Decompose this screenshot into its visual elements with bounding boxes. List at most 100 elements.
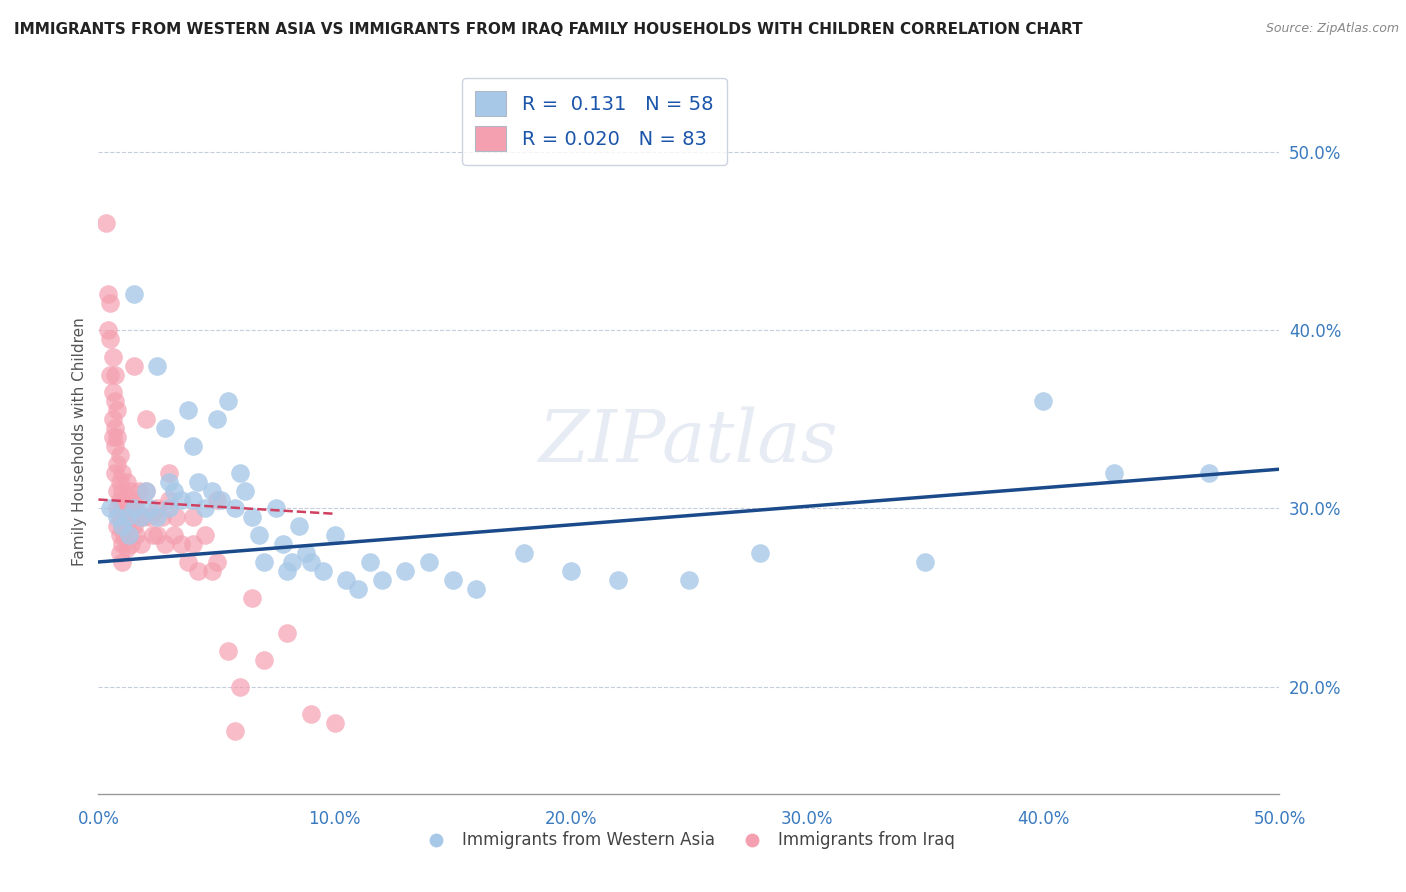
- Point: [157, 501, 180, 516]
- Point: [240, 591, 263, 605]
- Point: [97, 323, 120, 337]
- Point: [108, 448, 131, 462]
- Point: [153, 421, 176, 435]
- Point: [560, 564, 582, 578]
- Point: [118, 510, 141, 524]
- Point: [104, 466, 127, 480]
- Point: [295, 546, 318, 560]
- Point: [678, 573, 700, 587]
- Point: [323, 528, 346, 542]
- Point: [253, 555, 276, 569]
- Point: [146, 501, 169, 516]
- Point: [128, 483, 150, 498]
- Point: [105, 403, 128, 417]
- Point: [122, 492, 145, 507]
- Point: [299, 555, 322, 569]
- Point: [288, 519, 311, 533]
- Point: [98, 368, 121, 382]
- Point: [276, 626, 298, 640]
- Point: [122, 359, 145, 373]
- Point: [139, 501, 162, 516]
- Point: [146, 510, 169, 524]
- Point: [181, 510, 204, 524]
- Point: [122, 501, 145, 516]
- Point: [115, 475, 138, 489]
- Point: [112, 510, 135, 524]
- Point: [157, 492, 180, 507]
- Point: [98, 501, 121, 516]
- Point: [312, 564, 335, 578]
- Point: [101, 350, 124, 364]
- Point: [205, 492, 228, 507]
- Point: [98, 332, 121, 346]
- Point: [465, 582, 488, 596]
- Point: [170, 492, 193, 507]
- Point: [118, 528, 141, 542]
- Point: [112, 528, 135, 542]
- Point: [299, 706, 322, 721]
- Point: [146, 528, 169, 542]
- Point: [125, 501, 148, 516]
- Point: [112, 492, 135, 507]
- Point: [224, 724, 246, 739]
- Point: [153, 537, 176, 551]
- Text: ZIPatlas: ZIPatlas: [538, 406, 839, 477]
- Point: [121, 537, 143, 551]
- Point: [150, 510, 173, 524]
- Point: [194, 528, 217, 542]
- Point: [201, 483, 224, 498]
- Point: [1102, 466, 1125, 480]
- Text: IMMIGRANTS FROM WESTERN ASIA VS IMMIGRANTS FROM IRAQ FAMILY HOUSEHOLDS WITH CHIL: IMMIGRANTS FROM WESTERN ASIA VS IMMIGRAN…: [14, 22, 1083, 37]
- Point: [101, 412, 124, 426]
- Point: [441, 573, 464, 587]
- Point: [129, 510, 152, 524]
- Point: [105, 483, 128, 498]
- Point: [105, 519, 128, 533]
- Point: [224, 501, 246, 516]
- Text: Source: ZipAtlas.com: Source: ZipAtlas.com: [1265, 22, 1399, 36]
- Legend: Immigrants from Western Asia, Immigrants from Iraq: Immigrants from Western Asia, Immigrants…: [416, 825, 962, 856]
- Point: [165, 510, 187, 524]
- Point: [146, 359, 169, 373]
- Point: [914, 555, 936, 569]
- Point: [98, 296, 121, 310]
- Point: [418, 555, 440, 569]
- Point: [97, 287, 120, 301]
- Point: [105, 510, 128, 524]
- Point: [108, 528, 131, 542]
- Point: [108, 475, 131, 489]
- Point: [115, 519, 138, 533]
- Point: [101, 430, 124, 444]
- Point: [105, 430, 128, 444]
- Point: [323, 715, 346, 730]
- Point: [104, 394, 127, 409]
- Point: [115, 541, 138, 555]
- Point: [229, 466, 252, 480]
- Point: [104, 439, 127, 453]
- Point: [1032, 394, 1054, 409]
- Point: [108, 546, 131, 560]
- Point: [233, 483, 256, 498]
- Point: [132, 510, 155, 524]
- Point: [163, 483, 186, 498]
- Point: [94, 216, 117, 230]
- Point: [115, 510, 138, 524]
- Point: [194, 501, 217, 516]
- Point: [108, 510, 131, 524]
- Point: [108, 492, 131, 507]
- Point: [157, 466, 180, 480]
- Point: [157, 475, 180, 489]
- Y-axis label: Family Households with Children: Family Households with Children: [72, 318, 87, 566]
- Point: [247, 528, 270, 542]
- Point: [104, 421, 127, 435]
- Point: [122, 287, 145, 301]
- Point: [121, 483, 143, 498]
- Point: [104, 368, 127, 382]
- Point: [271, 537, 294, 551]
- Point: [187, 564, 209, 578]
- Point: [105, 501, 128, 516]
- Point: [118, 528, 141, 542]
- Point: [125, 528, 148, 542]
- Point: [128, 510, 150, 524]
- Point: [229, 680, 252, 694]
